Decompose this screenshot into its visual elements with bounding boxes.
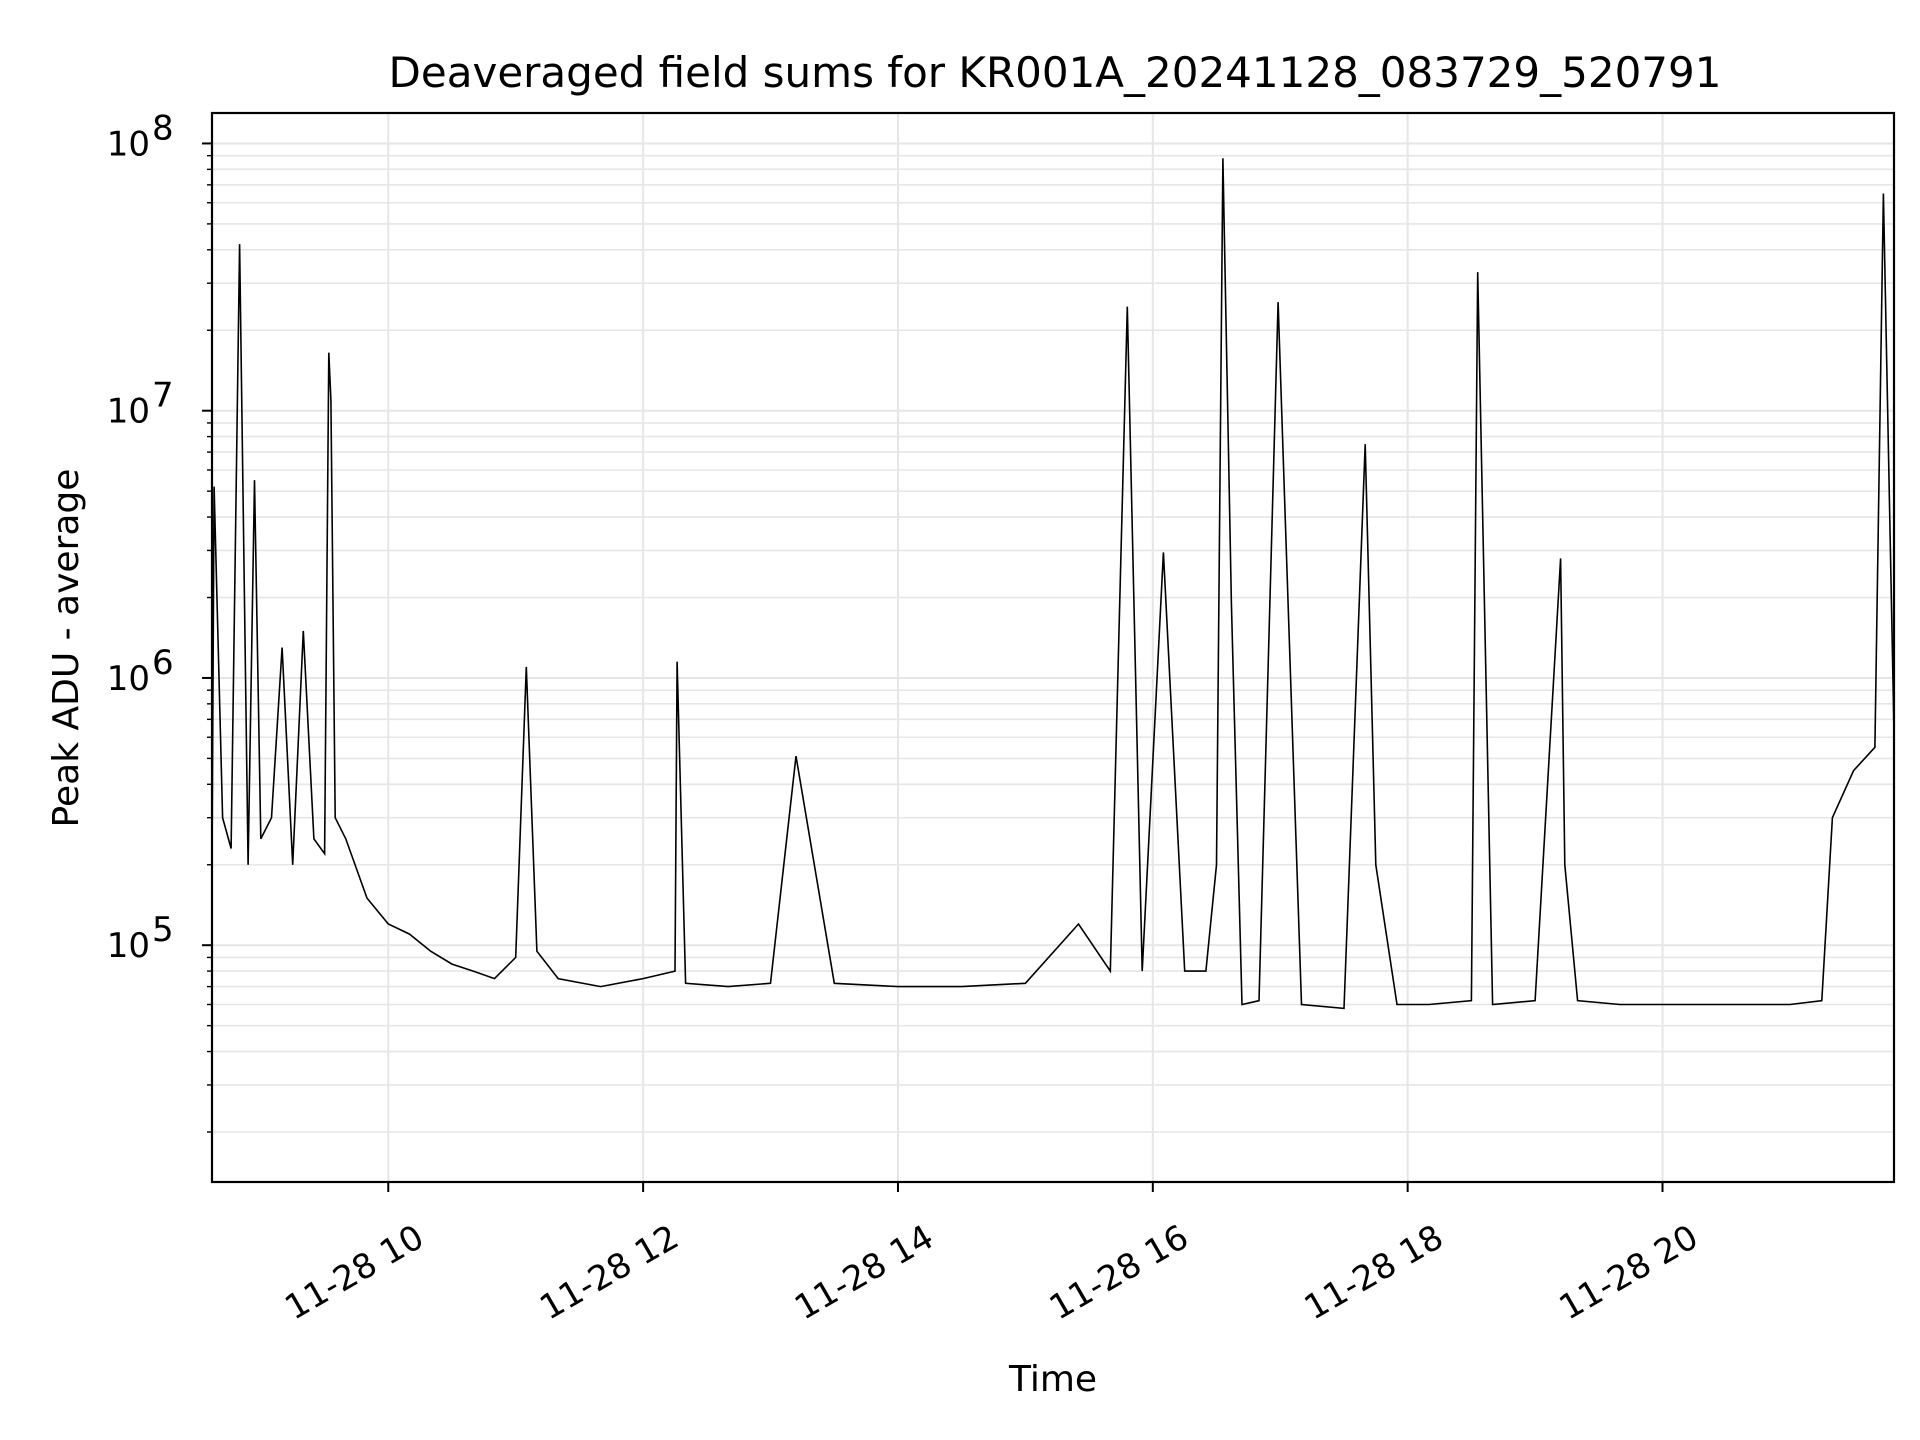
y-tick-label: 10 [107, 926, 150, 966]
x-axis-ticks: 11-28 10 11-28 12 11-28 14 11-28 16 11-28 18… [278, 1182, 1705, 1328]
plot-frame [210, 111, 1896, 1184]
y-tick-exponent: 6 [152, 643, 174, 683]
x-tick-label: 11-28 16 [1043, 1217, 1195, 1328]
x-tick-label: 11-28 12 [533, 1217, 685, 1328]
x-tick-label: 11-28 20 [1553, 1217, 1705, 1328]
x-tick-label: 11-28 14 [788, 1217, 940, 1328]
y-tick-exponent: 8 [152, 108, 174, 148]
y-tick-exponent: 5 [152, 910, 174, 950]
x-axis-label: Time [1008, 1359, 1097, 1400]
x-tick-label: 11-28 18 [1298, 1217, 1450, 1328]
x-tick-label: 11-28 10 [278, 1217, 430, 1328]
series-group [211, 158, 1895, 1010]
grid [212, 113, 1894, 1182]
series-line [211, 158, 1895, 1010]
y-tick-exponent: 7 [152, 376, 174, 416]
y-tick-label: 10 [107, 392, 150, 432]
y-tick-label: 10 [107, 659, 150, 699]
y-axis-label: Peak ADU - average [46, 469, 87, 828]
y-tick-label: 10 [107, 124, 150, 164]
chart-title: Deaveraged field sums for KR001A_2024112… [389, 48, 1722, 97]
